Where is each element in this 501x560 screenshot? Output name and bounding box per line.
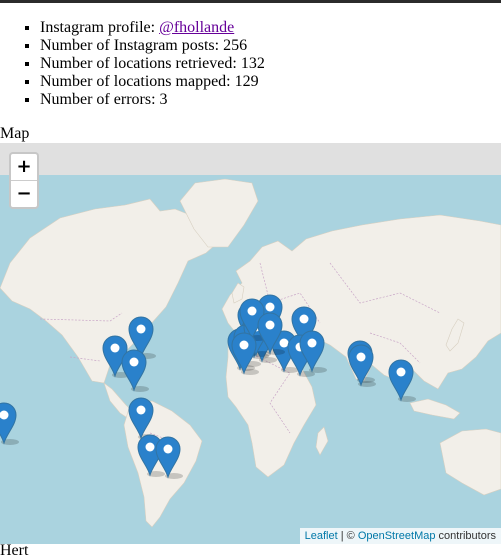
- border-line: [39, 312, 123, 322]
- greenland: [179, 178, 259, 248]
- map-marker-icon[interactable]: [137, 434, 165, 477]
- map-marker-icon[interactable]: [121, 349, 149, 392]
- stat-profile: Instagram profile: @fhollande: [40, 19, 265, 37]
- border-line: [249, 352, 291, 434]
- leaflet-link[interactable]: Leaflet: [304, 530, 338, 542]
- uk: [231, 282, 245, 304]
- map-marker-icon[interactable]: [231, 332, 259, 375]
- map-markers: [0, 294, 416, 479]
- zoom-out-button[interactable]: −: [11, 180, 37, 207]
- stat-errors: Number of errors: 3: [40, 91, 265, 109]
- stat-mapped: Number of locations mapped: 129: [40, 73, 265, 91]
- stat-posts: Number of Instagram posts: 256: [40, 37, 265, 55]
- map-marker-icon[interactable]: [0, 402, 19, 445]
- profile-link[interactable]: @fhollande: [159, 19, 235, 36]
- australia: [439, 428, 501, 496]
- border-line: [259, 262, 321, 324]
- japan: [445, 318, 465, 352]
- zoom-in-button[interactable]: +: [16, 156, 32, 177]
- map-marker-icon[interactable]: [348, 344, 376, 387]
- map-attribution: Leaflet | © OpenStreetMap contributors: [299, 528, 501, 544]
- world-map[interactable]: [0, 143, 501, 544]
- madagascar: [315, 426, 329, 456]
- border-line: [329, 262, 441, 314]
- footer-text: Hert: [0, 542, 29, 559]
- border-line: [69, 356, 101, 362]
- map-tiles: [0, 143, 501, 528]
- map-marker-icon[interactable]: [388, 359, 416, 402]
- country-borders: [39, 262, 441, 474]
- stats-list: Instagram profile: @fhollande Number of …: [0, 19, 265, 109]
- map-marker-icon[interactable]: [102, 335, 130, 378]
- zoom-control: + −: [9, 152, 39, 209]
- border-line: [369, 332, 421, 364]
- map-heading: Map: [0, 125, 30, 142]
- map-marker-icon[interactable]: [299, 330, 327, 373]
- map-marker-icon[interactable]: [155, 436, 183, 479]
- stat-retrieved: Number of locations retrieved: 132: [40, 55, 265, 73]
- north-america: [0, 198, 223, 384]
- map-marker-icon[interactable]: [257, 312, 285, 355]
- top-band: [0, 143, 501, 175]
- southeast-asia-islands: [409, 398, 461, 420]
- top-rule: [0, 0, 501, 3]
- osm-link[interactable]: OpenStreetMap: [357, 530, 436, 542]
